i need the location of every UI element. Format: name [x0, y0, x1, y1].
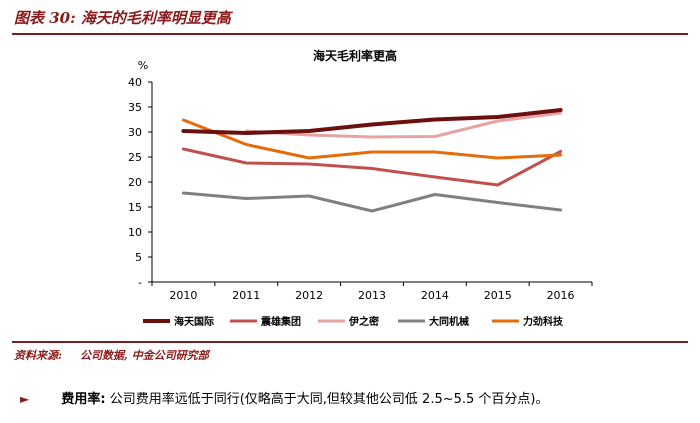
x-tick-label: 2015: [484, 289, 512, 302]
x-tick-label: 2016: [547, 289, 575, 302]
y-tick-label: 5: [135, 251, 142, 264]
x-tick-label: 2013: [358, 289, 386, 302]
series-line: [181, 191, 563, 213]
chart-series: [181, 108, 563, 213]
y-tick-label: 40: [128, 76, 142, 89]
y-tick-label: 20: [128, 176, 142, 189]
figure-title: 图表 30: 海天的毛利率明显更高: [14, 9, 231, 27]
y-tick-label: 30: [128, 126, 142, 139]
y-tick-label: 10: [128, 226, 142, 239]
x-tick-label: 2010: [169, 289, 197, 302]
x-tick-label: 2014: [421, 289, 449, 302]
bottom-divider: [12, 341, 688, 343]
legend-label: 震雄集团: [261, 315, 301, 328]
y-tick-label: 35: [128, 101, 142, 114]
chart-title: 海天毛利率更高: [313, 48, 397, 63]
line-chart: 海天毛利率更高 % - 5 10 15 20 25 30 35 40 2010 2011 2012 20…: [128, 48, 593, 328]
y-tick-label: -: [138, 276, 142, 289]
top-divider: [12, 33, 688, 35]
y-axis-unit-label: %: [138, 59, 148, 72]
source-label: 资料来源:: [14, 349, 63, 362]
series-line: [244, 111, 563, 139]
chart-axes: - 5 10 15 20 25 30 35 40 2010 2011 2012 2013 2014 2015…: [128, 76, 593, 302]
legend-label: 大同机械: [429, 315, 469, 328]
series-line: [181, 147, 563, 187]
legend-label: 力劲科技: [523, 315, 564, 328]
source-text: 公司数据, 中金公司研究部: [80, 349, 209, 362]
bullet-paragraph: ► 费用率: 公司费用率远低于同行(仅略高于大同,但较其他公司低 2.5~5.5…: [20, 388, 549, 407]
legend-label: 海天国际: [174, 315, 214, 328]
y-tick-label: 15: [128, 201, 142, 214]
x-tick-label: 2011: [232, 289, 260, 302]
chart-legend: 海天国际 震雄集团 伊之密 大同机械 力劲科技: [143, 315, 564, 328]
source-note: 资料来源: 公司数据, 中金公司研究部: [14, 347, 209, 363]
y-tick-label: 25: [128, 151, 142, 164]
bullet-text: 公司费用率远低于同行(仅略高于大同,但较其他公司低 2.5~5.5 个百分点)。: [109, 392, 549, 407]
x-tick-label: 2012: [295, 289, 323, 302]
legend-label: 伊之密: [348, 315, 379, 328]
bullet-label: 费用率:: [61, 392, 106, 407]
triangle-bullet-icon: ►: [20, 392, 30, 406]
